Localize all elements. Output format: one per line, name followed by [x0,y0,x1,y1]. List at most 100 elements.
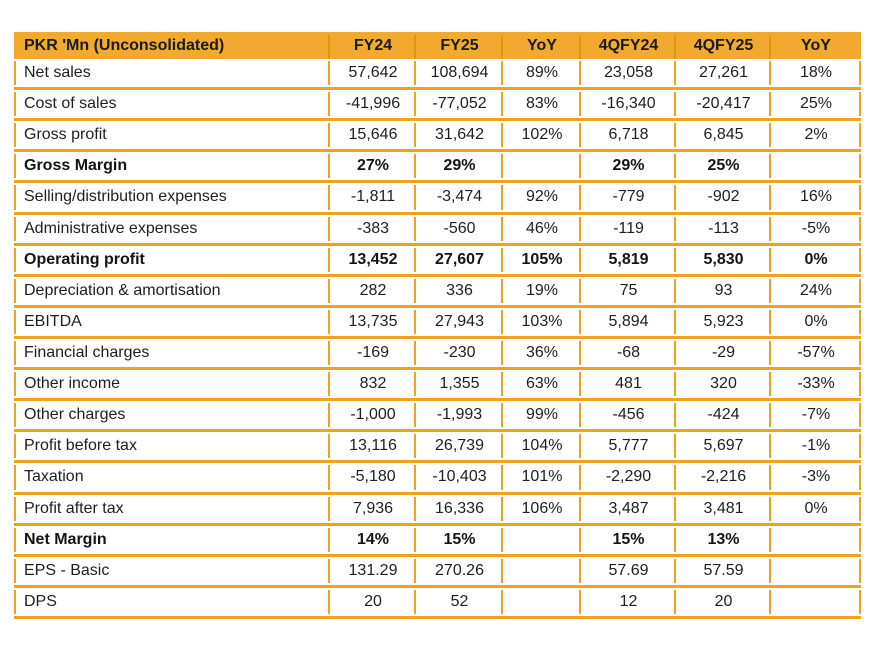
cell-value: 15,646 [330,121,416,153]
cell-value: 108,694 [416,59,503,91]
cell-value: -5% [771,214,861,246]
cell-value: -33% [771,370,861,402]
cell-value: -169 [330,338,416,371]
cell-value: 57.59 [676,556,771,588]
table-row: Cost of sales -41,996 -77,052 83% -16,340 -20… [14,90,861,122]
cell-value: 0% [771,307,861,339]
cell-value: 29% [416,152,503,184]
row-label: Net sales [14,59,330,91]
table-row: Administrative expenses -383 -560 46% -119 -1… [14,214,861,246]
table-row: EPS - Basic 131.29 270.26 57.69 57.59 [14,556,861,588]
cell-value [503,587,581,619]
cell-value [503,152,581,184]
cell-value: -902 [676,183,771,215]
cell-value: 27,943 [416,307,503,339]
cell-value: 27,607 [416,245,503,277]
cell-value: -424 [676,401,771,433]
table-row: EBITDA 13,735 27,943 103% 5,894 5,923 0% [14,307,861,339]
cell-value: -3% [771,463,861,495]
cell-value: 1,355 [416,370,503,402]
cell-value: -1,000 [330,401,416,433]
cell-value: 320 [676,370,771,402]
table-row: Depreciation & amortisation 282 336 19% 75 93… [14,276,861,308]
cell-value: 89% [503,59,581,91]
cell-value: 5,830 [676,245,771,277]
cell-value: 336 [416,276,503,308]
cell-value: 13,735 [330,307,416,339]
cell-value: 26,739 [416,432,503,464]
cell-value [771,587,861,619]
table-row: DPS 20 52 12 20 [14,587,861,619]
cell-value: -779 [581,183,676,215]
table-row: Net Margin 14% 15% 15% 13% [14,525,861,557]
table-row: Other charges -1,000 -1,993 99% -456 -424 -7% [14,401,861,433]
cell-value: 36% [503,338,581,371]
cell-value: -2,290 [581,463,676,495]
table-row: Operating profit 13,452 27,607 105% 5,819 5,8… [14,245,861,277]
row-label: Taxation [14,463,330,495]
cell-value: 103% [503,307,581,339]
cell-value: 23,058 [581,59,676,91]
row-label: EBITDA [14,307,330,339]
cell-value [771,152,861,184]
cell-value: 27,261 [676,59,771,91]
row-label: Financial charges [14,338,330,371]
cell-value: 104% [503,432,581,464]
cell-value: 16,336 [416,494,503,526]
cell-value: 20 [330,587,416,619]
cell-value: 14% [330,525,416,557]
header-cell-yoy-quarter: YoY [771,32,861,59]
cell-value: 102% [503,121,581,153]
cell-value: -1,993 [416,401,503,433]
cell-value: -1% [771,432,861,464]
cell-value: 5,819 [581,245,676,277]
row-label: Other charges [14,401,330,433]
cell-value: 99% [503,401,581,433]
cell-value: 13,452 [330,245,416,277]
cell-value: 93 [676,276,771,308]
row-label: EPS - Basic [14,556,330,588]
cell-value: -10,403 [416,463,503,495]
cell-value: 20 [676,587,771,619]
cell-value: 832 [330,370,416,402]
cell-value: 481 [581,370,676,402]
cell-value: 31,642 [416,121,503,153]
row-label: Administrative expenses [14,214,330,246]
cell-value [771,525,861,557]
row-label: Selling/distribution expenses [14,183,330,215]
cell-value: 25% [771,90,861,122]
header-cell-metric: PKR 'Mn (Unconsolidated) [14,32,330,59]
cell-value: 106% [503,494,581,526]
cell-value: 27% [330,152,416,184]
cell-value: -77,052 [416,90,503,122]
row-label: Other income [14,370,330,402]
financial-results-table: PKR 'Mn (Unconsolidated) FY24 FY25 YoY 4… [14,32,861,619]
cell-value: 63% [503,370,581,402]
cell-value: 101% [503,463,581,495]
cell-value: -57% [771,338,861,371]
row-label: Profit before tax [14,432,330,464]
table-row: Other income 832 1,355 63% 481 320 -33% [14,370,861,402]
cell-value: -41,996 [330,90,416,122]
cell-value: 3,487 [581,494,676,526]
cell-value: -29 [676,338,771,371]
row-label: Profit after tax [14,494,330,526]
row-label: DPS [14,587,330,619]
cell-value: -113 [676,214,771,246]
row-label: Gross Margin [14,152,330,184]
cell-value: 29% [581,152,676,184]
header-cell-4qfy24: 4QFY24 [581,32,676,59]
row-label: Net Margin [14,525,330,557]
cell-value [771,556,861,588]
cell-value: 282 [330,276,416,308]
table-body: Net sales 57,642 108,694 89% 23,058 27,261 18%… [14,59,861,619]
header-cell-4qfy25: 4QFY25 [676,32,771,59]
cell-value: 15% [416,525,503,557]
header-cell-fy24: FY24 [330,32,416,59]
table-row: Profit before tax 13,116 26,739 104% 5,777 5,… [14,432,861,464]
cell-value [503,525,581,557]
table-row: Gross profit 15,646 31,642 102% 6,718 6,845 2% [14,121,861,153]
cell-value: -5,180 [330,463,416,495]
cell-value: 0% [771,245,861,277]
